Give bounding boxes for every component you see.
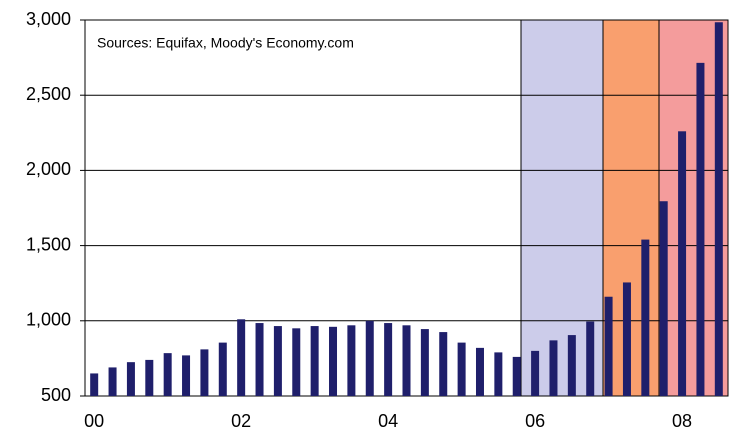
bar bbox=[512, 356, 521, 396]
x-tick-label: 06 bbox=[525, 411, 545, 431]
bar bbox=[494, 352, 503, 396]
bar bbox=[567, 335, 576, 396]
bar bbox=[678, 131, 687, 396]
bar bbox=[549, 340, 558, 396]
bar bbox=[475, 347, 484, 396]
bar bbox=[420, 329, 429, 396]
bar bbox=[439, 332, 448, 396]
bar bbox=[273, 326, 282, 396]
bar bbox=[384, 323, 393, 396]
bar bbox=[145, 359, 154, 396]
bar bbox=[714, 22, 723, 396]
bar bbox=[292, 328, 301, 396]
bar bbox=[586, 321, 595, 396]
bar bbox=[696, 62, 705, 396]
bar bbox=[641, 239, 650, 396]
bar bbox=[347, 325, 356, 396]
y-tick-label: 2,000 bbox=[26, 159, 71, 179]
y-tick-label: 3,000 bbox=[26, 9, 71, 29]
bar bbox=[622, 282, 631, 396]
bar bbox=[329, 326, 338, 396]
y-tick-label: 500 bbox=[41, 385, 71, 405]
x-tick-label: 02 bbox=[231, 411, 251, 431]
bar bbox=[365, 320, 374, 396]
bar bbox=[457, 342, 466, 396]
x-tick-label: 00 bbox=[84, 411, 104, 431]
bar bbox=[163, 353, 172, 396]
bar bbox=[659, 201, 668, 396]
bar bbox=[218, 342, 227, 396]
y-tick-label: 1,000 bbox=[26, 310, 71, 330]
bar bbox=[402, 325, 411, 396]
bar bbox=[182, 355, 191, 396]
bar bbox=[108, 367, 117, 396]
x-tick-label: 08 bbox=[672, 411, 692, 431]
bar bbox=[531, 350, 540, 396]
bar bbox=[604, 296, 613, 396]
bar bbox=[255, 323, 264, 396]
bar bbox=[90, 373, 99, 396]
annotation: Sources: Equifax, Moody's Economy.com bbox=[97, 35, 354, 51]
bar bbox=[310, 326, 319, 396]
x-tick-label: 04 bbox=[378, 411, 398, 431]
bar bbox=[237, 319, 246, 396]
bar bbox=[200, 349, 209, 396]
bar bbox=[126, 362, 135, 396]
y-tick-label: 2,500 bbox=[26, 84, 71, 104]
y-tick-label: 1,500 bbox=[26, 234, 71, 254]
